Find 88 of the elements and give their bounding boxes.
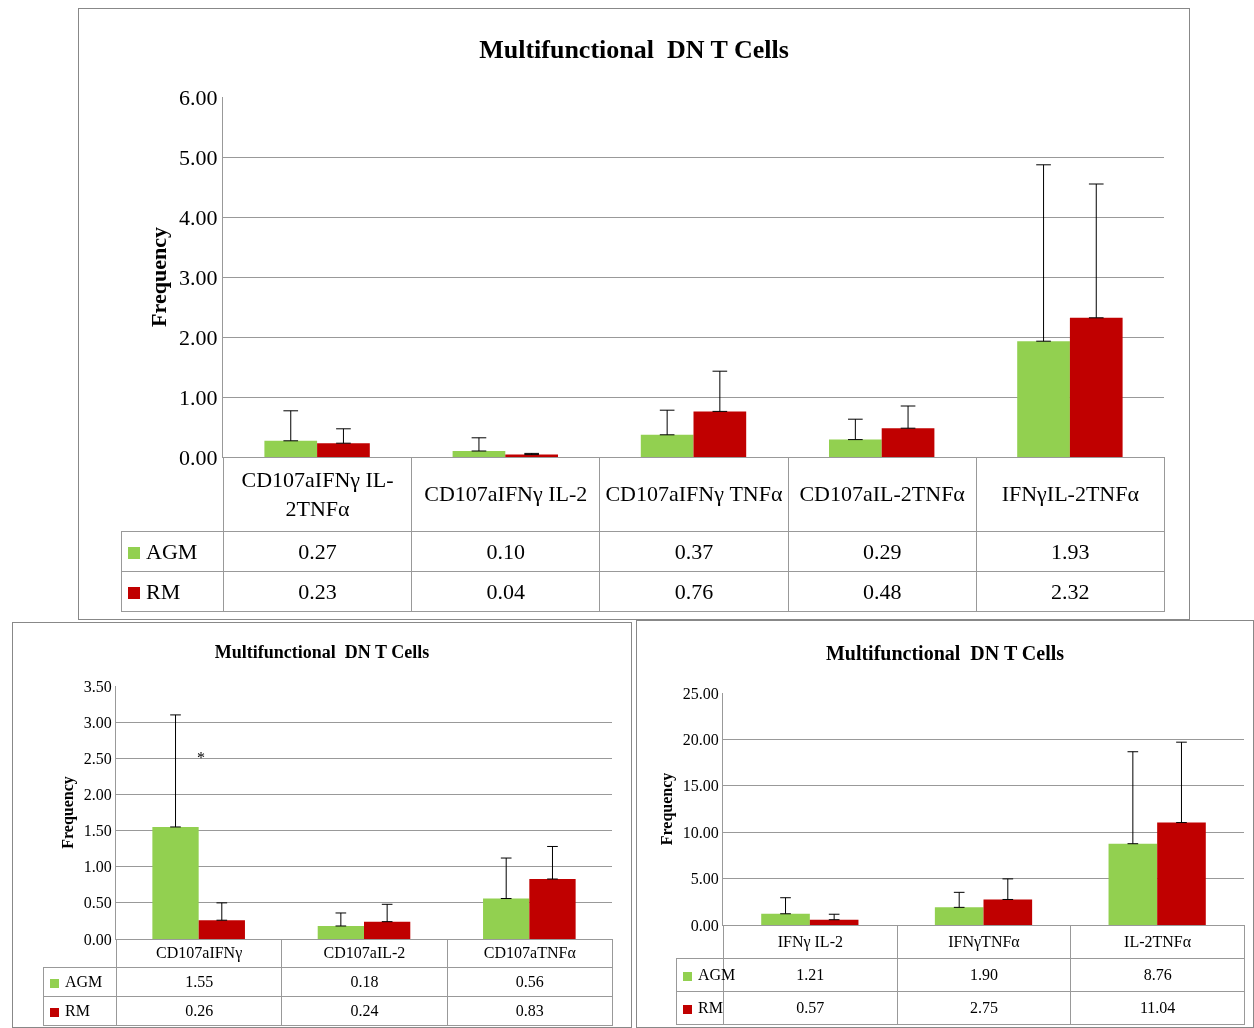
y-tick-label: 3.00 (83, 713, 112, 731)
y-axis-title: Frequency (657, 772, 676, 846)
data-label: 0.76 (599, 571, 789, 612)
bar (152, 826, 199, 939)
legend-label: RM (146, 578, 181, 604)
bar (881, 428, 935, 457)
x-tick-label: CD107aIFNγ (116, 939, 282, 968)
data-label: 0.10 (411, 531, 600, 572)
y-tick-label: 1.50 (83, 822, 112, 840)
data-label: 0.57 (723, 991, 898, 1025)
y-tick-label: 4.00 (179, 204, 218, 230)
x-tick-label: CD107aIFNγ TNFα (599, 457, 789, 532)
data-label: 0.04 (411, 571, 600, 612)
x-tick-label: IFNγTNFα (897, 925, 1071, 959)
chart-title: Multifunctional DN T Cells (825, 642, 1065, 665)
y-tick-label: 1.00 (179, 384, 218, 410)
data-label: 11.04 (1070, 991, 1245, 1025)
bar (198, 920, 245, 939)
data-label: 1.93 (976, 531, 1165, 572)
y-tick-label: 2.00 (179, 324, 218, 350)
x-tick-label: CD107aTNFα (447, 939, 613, 968)
x-tick-label: CD107aIFNγ IL-2 (411, 457, 600, 532)
bar (693, 411, 747, 457)
legend-label: AGM (65, 973, 103, 990)
legend-label: AGM (698, 966, 736, 983)
x-tick-label: CD107aIL-2TNFα (788, 457, 977, 532)
y-axis-title: Frequency (145, 227, 171, 327)
chart-title: Multifunctional DN T Cells (479, 34, 789, 64)
data-label: 2.32 (976, 571, 1165, 612)
bar (934, 907, 984, 925)
y-tick-label: 5.00 (690, 870, 719, 888)
bar (317, 443, 370, 457)
bar (761, 913, 810, 925)
data-label: 0.24 (281, 996, 448, 1026)
bar (1069, 317, 1123, 457)
data-label: 0.18 (281, 967, 448, 997)
bar (364, 921, 411, 939)
data-label: 0.48 (788, 571, 977, 612)
x-tick-label: IFNγ IL-2 (723, 925, 898, 959)
x-tick-label: CD107aIFNγ IL-2TNFα (223, 457, 412, 532)
y-tick-label: 2.50 (83, 749, 112, 767)
bar (529, 879, 576, 939)
y-tick-label: 0.00 (83, 930, 112, 948)
y-tick-label: 20.00 (682, 731, 719, 748)
chart-title: Multifunctional DN T Cells (214, 641, 430, 662)
bar (264, 440, 318, 457)
bar (452, 451, 506, 457)
y-axis-title: Frequency (58, 776, 77, 849)
y-tick-label: 3.50 (83, 677, 112, 695)
data-label: 0.23 (223, 571, 412, 612)
legend-label: RM (698, 999, 723, 1016)
bar (640, 434, 694, 457)
bar (1157, 822, 1206, 925)
data-label: 1.55 (116, 967, 282, 997)
data-label: 0.83 (447, 996, 613, 1026)
bar (1017, 341, 1070, 457)
y-tick-label: 2.00 (83, 786, 112, 804)
y-tick-label: 10.00 (682, 823, 719, 841)
y-tick-label: 3.00 (179, 264, 218, 290)
y-tick-label: 0.00 (690, 916, 719, 934)
y-tick-label: 0.00 (179, 444, 218, 470)
data-label: 0.26 (116, 996, 282, 1026)
y-tick-label: 15.00 (682, 777, 719, 795)
data-label: 0.37 (599, 531, 789, 572)
bar (983, 899, 1033, 925)
y-tick-label: 25.00 (682, 684, 719, 702)
bar (317, 925, 364, 939)
data-label: 8.76 (1070, 958, 1245, 992)
y-tick-label: 0.50 (83, 894, 112, 912)
y-tick-label: 6.00 (179, 84, 218, 110)
bar (829, 439, 882, 457)
y-tick-label: 1.00 (83, 858, 112, 876)
bar (483, 898, 530, 939)
data-label: 0.56 (447, 967, 613, 997)
annotation: * (197, 749, 205, 766)
x-tick-label: IL-2TNFα (1070, 925, 1245, 959)
data-label: 0.27 (223, 531, 412, 572)
bar (1108, 843, 1158, 925)
legend-label: AGM (146, 538, 198, 564)
x-tick-label: IFNγIL-2TNFα (976, 457, 1165, 532)
data-label: 0.29 (788, 531, 977, 572)
data-label: 1.21 (796, 966, 825, 983)
legend-label: RM (65, 1002, 90, 1019)
data-label: 1.90 (897, 958, 1071, 992)
y-tick-label: 5.00 (179, 144, 218, 170)
x-tick-label: CD107aIL-2 (281, 939, 448, 968)
data-label: 2.75 (897, 991, 1071, 1025)
bar (809, 919, 859, 925)
